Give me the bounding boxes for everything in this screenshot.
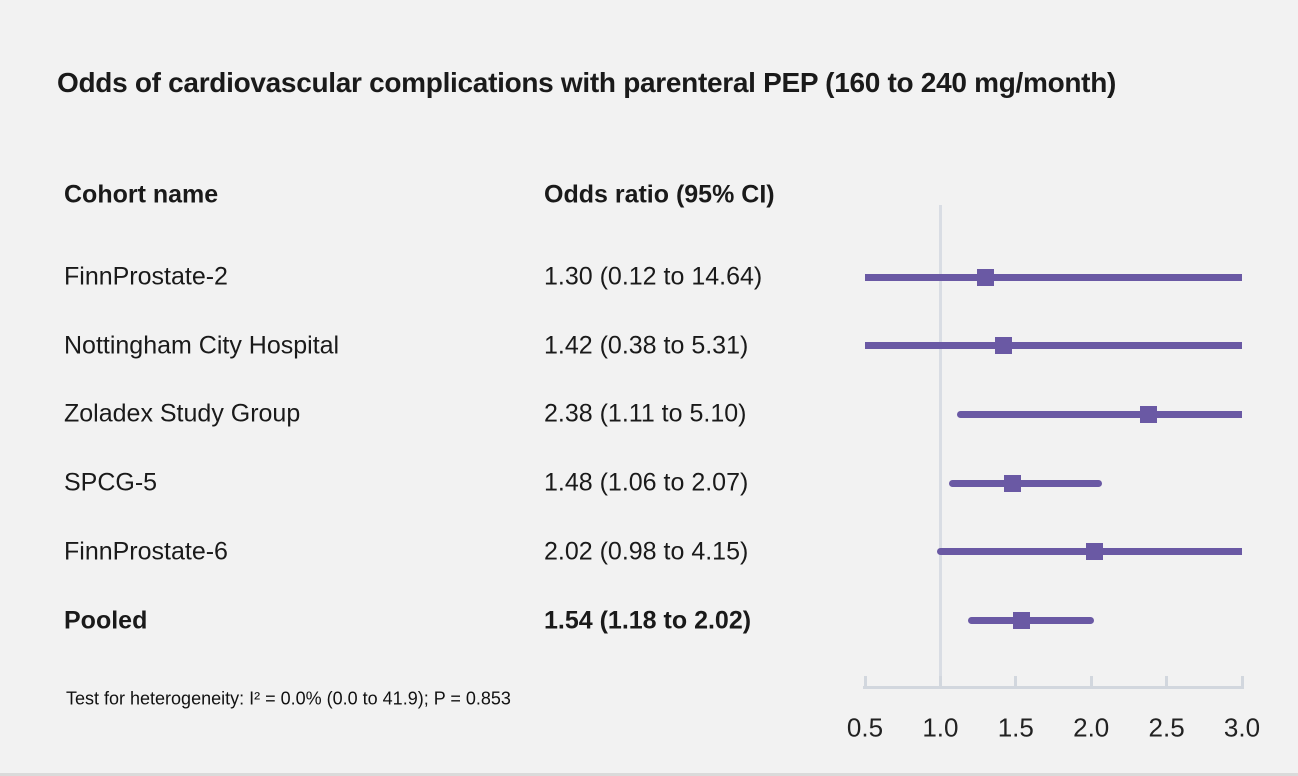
- or-marker: [1140, 405, 1157, 423]
- cohort-name: Pooled: [64, 606, 148, 634]
- bottom-edge-divider: [0, 773, 1298, 776]
- column-header-odds-ratio: Odds ratio (95% CI): [544, 180, 775, 209]
- figure-title: Odds of cardiovascular complications wit…: [57, 67, 1117, 98]
- axis-tick-label: 0.5: [846, 712, 884, 743]
- axis-tick-label: 2.0: [1073, 712, 1110, 743]
- cohort-name: FinnProstate-2: [64, 262, 228, 291]
- axis-tick: [863, 676, 867, 687]
- cohort-name: SPCG-5: [64, 468, 158, 497]
- odds-ratio-value: 2.38 (1.11 to 5.10): [544, 399, 747, 428]
- axis-tick: [1165, 676, 1169, 687]
- pooled-or-marker: [1013, 612, 1031, 629]
- odds-ratio-value: 1.48 (1.06 to 2.07): [544, 468, 749, 497]
- or-marker: [977, 268, 995, 286]
- odds-ratio-value: 2.02 (0.98 to 4.15): [544, 537, 749, 566]
- or-marker: [1085, 543, 1103, 561]
- ci-line: [949, 479, 1102, 487]
- reference-line: [938, 205, 942, 688]
- cohort-name: FinnProstate-6: [64, 537, 228, 566]
- axis-tick-label: 3.0: [1223, 712, 1261, 743]
- odds-ratio-value: 1.54 (1.18 to 2.02): [544, 606, 752, 634]
- column-header-cohort: Cohort name: [64, 180, 219, 209]
- odds-ratio-value: 1.30 (0.12 to 14.64): [544, 262, 763, 291]
- axis-tick-label: 2.5: [1148, 712, 1185, 743]
- or-marker: [1004, 474, 1022, 492]
- cohort-name: Zoladex Study Group: [64, 399, 301, 428]
- or-marker: [995, 337, 1013, 355]
- x-axis-line: [863, 686, 1244, 689]
- axis-tick-label: 1.5: [997, 712, 1034, 743]
- heterogeneity-footnote: Test for heterogeneity: I² = 0.0% (0.0 t…: [66, 688, 511, 709]
- ci-line: [865, 273, 1242, 281]
- axis-tick: [1089, 676, 1093, 687]
- axis-tick: [938, 676, 942, 687]
- odds-ratio-value: 1.42 (0.38 to 5.31): [544, 331, 749, 360]
- axis-tick: [1240, 676, 1244, 687]
- ci-line: [956, 410, 1242, 418]
- cohort-name: Nottingham City Hospital: [64, 331, 340, 360]
- ci-line: [967, 617, 1095, 624]
- ci-line: [865, 342, 1242, 350]
- axis-tick: [1014, 676, 1018, 687]
- axis-tick-label: 1.0: [922, 712, 959, 743]
